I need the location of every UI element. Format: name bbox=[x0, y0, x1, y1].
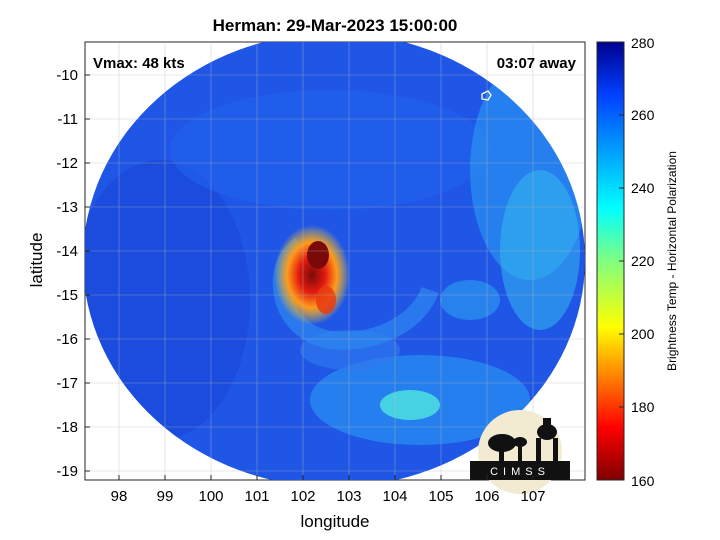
x-tick-label: 107 bbox=[520, 488, 545, 505]
cimss-logo-text: CIMSS bbox=[490, 466, 550, 478]
y-tick-label: -17 bbox=[56, 375, 78, 392]
grid bbox=[85, 42, 585, 480]
colorbar: 280 260 240 220 200 180 160 Brightness T… bbox=[596, 35, 679, 489]
x-tick-label: 98 bbox=[111, 488, 128, 505]
x-tick-labels: 98 99 100 101 102 103 104 105 106 107 bbox=[111, 488, 546, 505]
y-tick-label: -11 bbox=[57, 111, 78, 128]
colorbar-label: Brightness Temp - Horizontal Polarizatio… bbox=[665, 151, 679, 371]
x-tick-label: 100 bbox=[198, 488, 223, 505]
y-tick-label: -15 bbox=[56, 287, 78, 304]
colorbar-tick-label: 260 bbox=[631, 107, 655, 123]
tick-marks bbox=[85, 74, 534, 480]
y-tick-label: -13 bbox=[56, 199, 78, 216]
colorbar-tick-label: 220 bbox=[631, 253, 655, 269]
x-tick-label: 104 bbox=[382, 488, 407, 505]
y-tick-label: -16 bbox=[56, 331, 78, 348]
y-axis-label: latitude bbox=[27, 233, 46, 288]
y-tick-label: -18 bbox=[56, 419, 78, 436]
chart-title: Herman: 29-Mar-2023 15:00:00 bbox=[213, 16, 458, 35]
x-tick-label: 106 bbox=[474, 488, 499, 505]
y-tick-label: -12 bbox=[56, 155, 78, 172]
colorbar-tick-label: 280 bbox=[631, 35, 655, 51]
y-tick-label: -14 bbox=[56, 243, 78, 260]
time-away-label: 03:07 away bbox=[497, 55, 577, 72]
y-tick-labels: -10 -11 -12 -13 -14 -15 -16 -17 -18 -19 bbox=[56, 67, 78, 480]
vmax-label: Vmax: 48 kts bbox=[93, 55, 185, 72]
x-axis-label: longitude bbox=[300, 512, 369, 531]
x-tick-label: 101 bbox=[244, 488, 269, 505]
cimss-logo: CIMSS bbox=[470, 410, 570, 494]
y-tick-label: -19 bbox=[56, 463, 78, 480]
x-tick-label: 99 bbox=[157, 488, 174, 505]
colorbar-tick-label: 240 bbox=[631, 180, 655, 196]
y-tick-label: -10 bbox=[56, 67, 78, 84]
x-tick-label: 105 bbox=[428, 488, 453, 505]
colorbar-tick-label: 180 bbox=[631, 399, 655, 415]
colorbar-tick-label: 200 bbox=[631, 326, 655, 342]
x-tick-label: 102 bbox=[290, 488, 315, 505]
colorbar-tick-label: 160 bbox=[631, 473, 655, 489]
x-tick-label: 103 bbox=[336, 488, 361, 505]
